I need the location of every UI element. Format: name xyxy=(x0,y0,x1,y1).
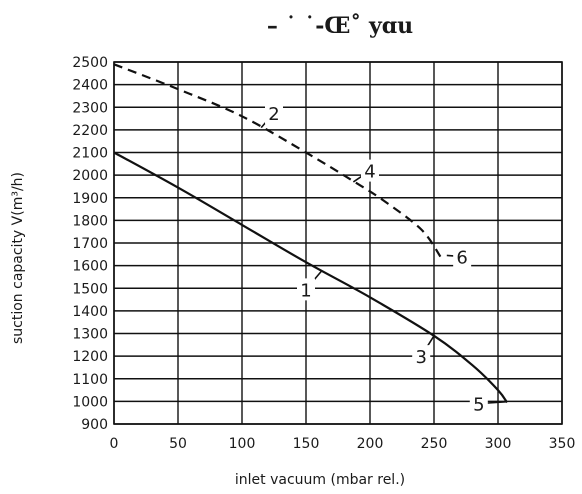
series-line-solid xyxy=(113,151,508,404)
data-series xyxy=(113,63,508,404)
x-tick-label: 250 xyxy=(421,436,448,452)
annotation-label-bg xyxy=(469,392,488,415)
y-tick-label: 2200 xyxy=(72,123,108,139)
y-tick-label: 1100 xyxy=(72,372,108,388)
annotation-label: 5 xyxy=(473,395,484,416)
series-line-dashed xyxy=(113,63,442,258)
y-tick-label: 2300 xyxy=(72,100,108,116)
y-tick-label: 2000 xyxy=(72,168,108,184)
annotation-label-bg xyxy=(412,345,431,368)
y-tick-label: 900 xyxy=(81,417,108,433)
annotation-label: 4 xyxy=(364,162,375,183)
x-tick-label: 100 xyxy=(229,436,256,452)
annotation-label: 6 xyxy=(456,248,467,269)
y-axis-title: suction capacity V(m³/h) xyxy=(10,172,26,344)
x-tick-label: 200 xyxy=(357,436,384,452)
y-tick-label: 2400 xyxy=(72,78,108,94)
y-tick-label: 1300 xyxy=(72,327,108,343)
annotation-label-bg xyxy=(265,101,283,124)
chart-title: – ˙ ˙-Œ˚ yɑu xyxy=(267,13,413,39)
y-tick-label: 1400 xyxy=(72,304,108,320)
x-tick-label: 0 xyxy=(110,436,119,452)
y-tick-label: 1500 xyxy=(72,281,108,297)
x-tick-label: 350 xyxy=(549,436,576,452)
y-tick-label: 2500 xyxy=(72,55,108,71)
annotation-label: 2 xyxy=(268,104,279,125)
x-tick-label: 150 xyxy=(293,436,320,452)
annotation-label-bg xyxy=(297,278,315,301)
annotation-label: 1 xyxy=(300,280,311,301)
y-tick-label: 1000 xyxy=(72,394,108,410)
x-tick-label: 300 xyxy=(485,436,512,452)
y-tick-label: 1200 xyxy=(72,349,108,365)
annotation-label-bg xyxy=(361,159,379,182)
y-tick-label: 1900 xyxy=(72,191,108,207)
x-axis-title: inlet vacuum (mbar rel.) xyxy=(235,472,405,488)
annotation-label: 3 xyxy=(415,347,426,368)
y-tick-label: 1600 xyxy=(72,259,108,275)
y-tick-label: 1800 xyxy=(72,213,108,229)
tick-labels: 0 50 100 150 200 250 300 350 900 1000 1100 1200 1300… xyxy=(72,55,575,452)
x-tick-label: 50 xyxy=(169,436,187,452)
grid-lines xyxy=(113,61,563,425)
y-tick-label: 2100 xyxy=(72,146,108,162)
plot-frame xyxy=(113,61,563,425)
y-tick-label: 1700 xyxy=(72,236,108,252)
annotation-label-bg xyxy=(453,245,472,268)
curve-annotations: 1 2 3 4 5 6 xyxy=(260,101,506,416)
